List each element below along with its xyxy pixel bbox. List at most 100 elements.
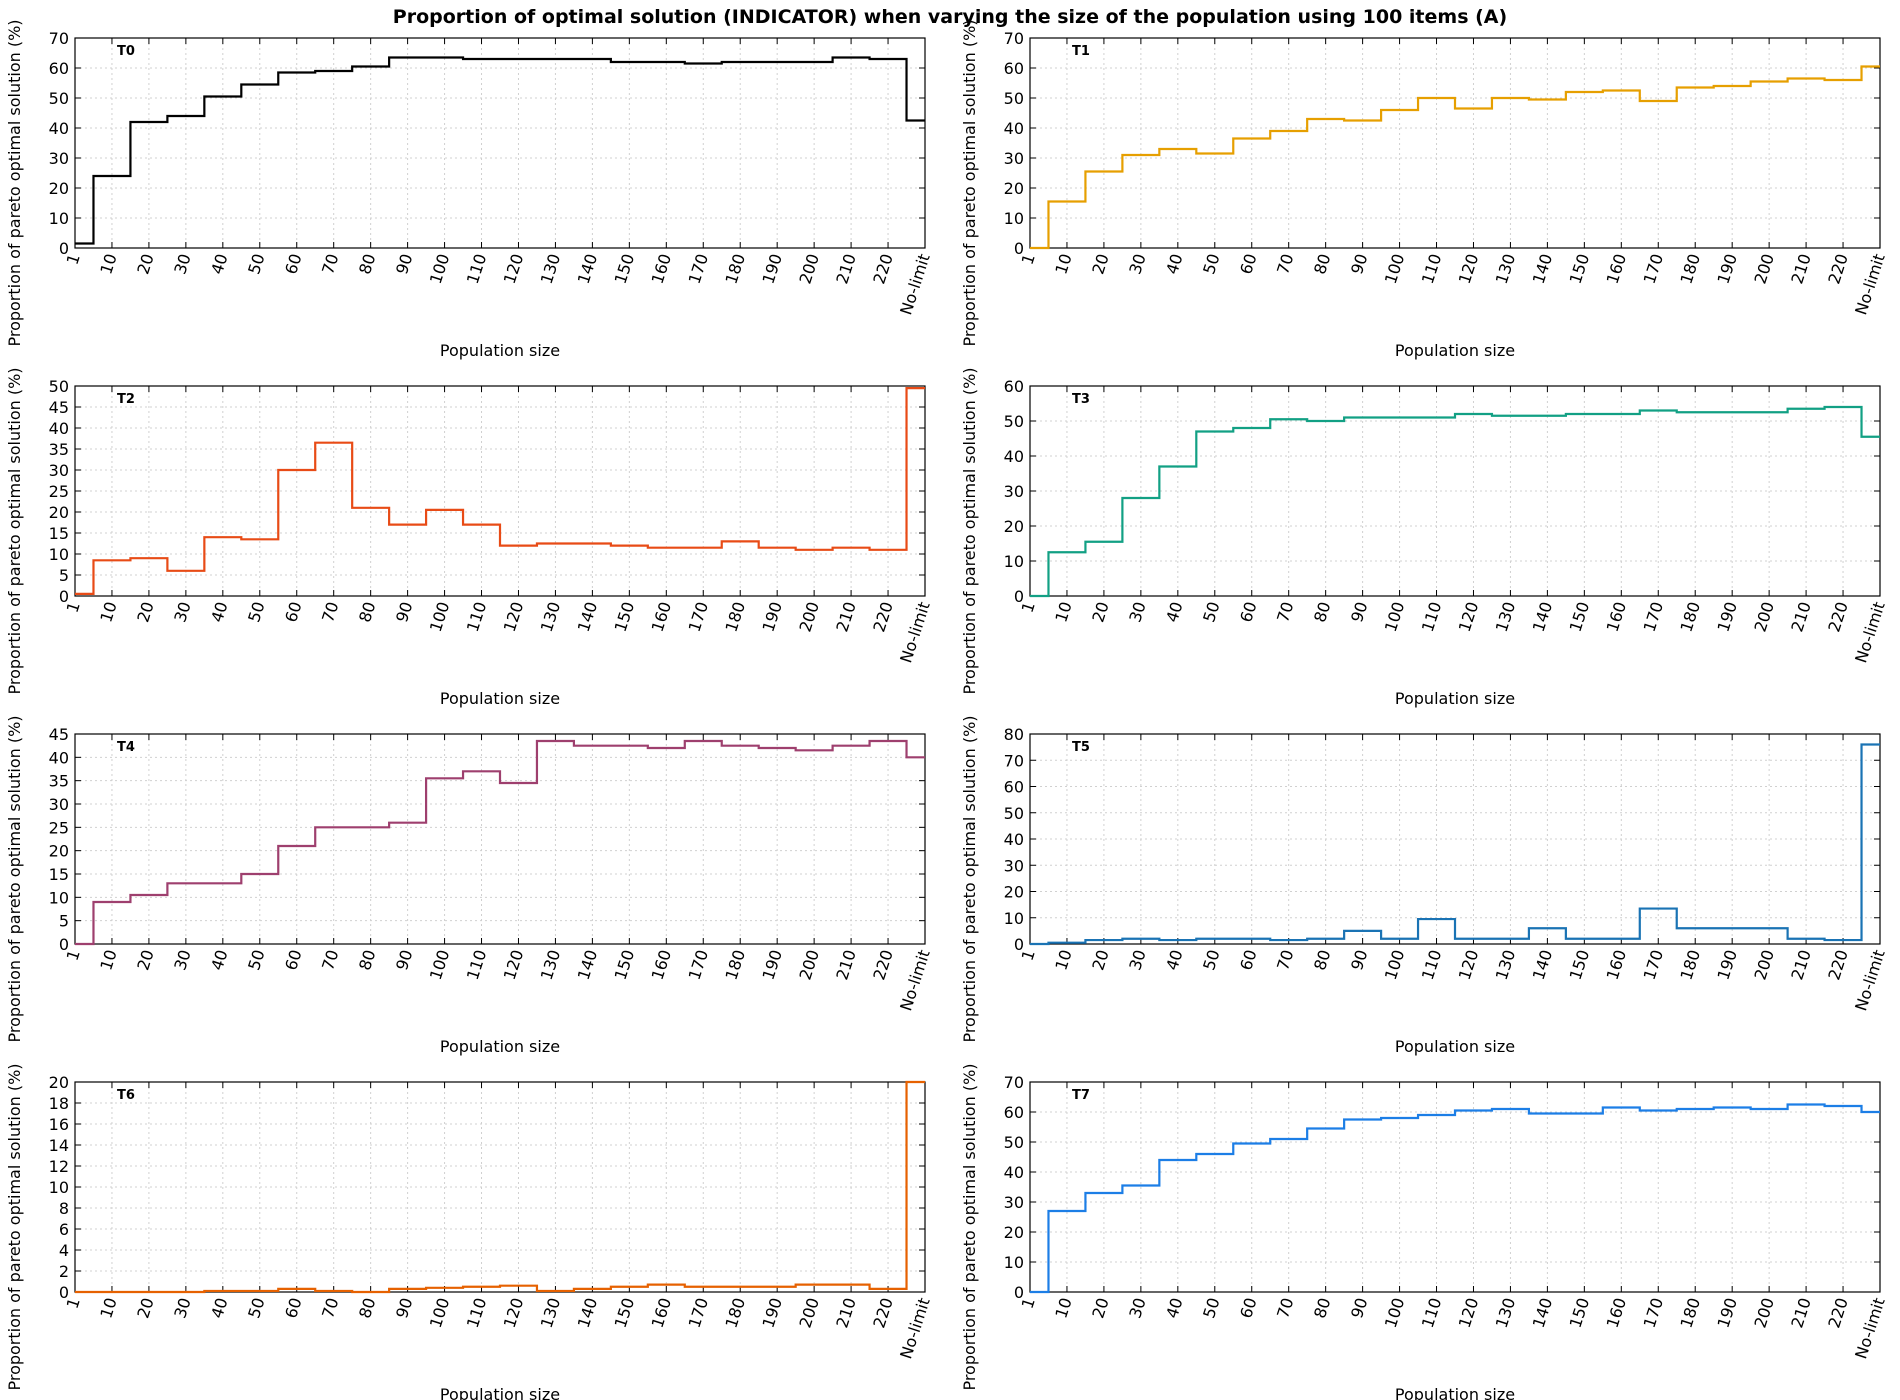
x-tick-label: 30: [1125, 1295, 1149, 1320]
y-tick-label: 10: [49, 888, 69, 907]
y-tick-label: 5: [59, 566, 69, 585]
x-tick-label: 160: [648, 599, 676, 634]
y-tick-label: 70: [1004, 1073, 1024, 1092]
x-tick-label: 110: [463, 947, 491, 982]
data-point: [295, 844, 299, 848]
data-point: [1730, 84, 1734, 88]
data-point: [443, 776, 447, 780]
y-tick-label: 60: [1004, 377, 1024, 396]
y-tick-label: 10: [1004, 1253, 1024, 1272]
x-tick-label: 40: [207, 947, 231, 972]
x-tick-label: 140: [574, 1295, 602, 1330]
data-point: [516, 57, 520, 61]
data-point: [553, 1289, 557, 1293]
data-point: [1471, 107, 1475, 111]
x-tick-label: 10: [1051, 599, 1075, 624]
y-tick-label: 50: [49, 89, 69, 108]
y-tick-label: 30: [1004, 149, 1024, 168]
data-point: [1508, 1107, 1512, 1111]
x-tick-label: 10: [96, 1295, 120, 1320]
y-tick-label: 10: [49, 545, 69, 564]
data-point: [664, 546, 668, 550]
data-point: [1508, 414, 1512, 418]
data-point: [443, 1286, 447, 1290]
data-point: [147, 556, 151, 560]
data-point: [1435, 1113, 1439, 1117]
x-tick-label: 20: [1088, 599, 1112, 624]
x-tick-label: 90: [1347, 947, 1371, 972]
data-point: [886, 57, 890, 61]
x-tick-label: 150: [1566, 947, 1594, 982]
x-tick-label: 150: [611, 251, 639, 286]
x-tick-label: 50: [1199, 251, 1223, 276]
x-tick-label: 70: [1273, 599, 1297, 624]
data-point: [738, 539, 742, 543]
data-point: [627, 1285, 631, 1289]
data-point: [147, 1290, 151, 1294]
data-point: [1361, 1118, 1365, 1122]
x-tick-label: 140: [574, 599, 602, 634]
x-axis-label: Population size: [1395, 341, 1515, 360]
y-tick-label: 10: [49, 209, 69, 228]
panel-label: T3: [1072, 392, 1090, 407]
x-tick-label: 20: [133, 599, 157, 624]
y-axis-label: Proportion of pareto optimal solution (%…: [960, 367, 979, 694]
data-point: [590, 57, 594, 61]
x-tick-label: 110: [1418, 947, 1446, 982]
data-point: [1065, 1209, 1069, 1213]
x-tick-label: 130: [1492, 251, 1520, 286]
data-point: [295, 468, 299, 472]
data-point: [1028, 594, 1032, 598]
x-tick-label: 100: [426, 599, 454, 634]
x-tick-label: 30: [1125, 947, 1149, 972]
y-tick-label: 50: [1004, 804, 1024, 823]
x-tick-label: 170: [685, 947, 713, 982]
data-point: [1065, 550, 1069, 554]
data-point: [849, 744, 853, 748]
x-tick-label: 190: [758, 947, 786, 982]
y-tick-label: 40: [49, 748, 69, 767]
x-tick-label: 40: [207, 1295, 231, 1320]
y-tick-label: 40: [49, 419, 69, 438]
data-point: [1250, 937, 1254, 941]
y-tick-label: 15: [49, 865, 69, 884]
y-tick-label: 15: [49, 524, 69, 543]
series-line: [75, 387, 925, 595]
x-tick-label: 50: [244, 947, 268, 972]
x-tick-label: 30: [170, 599, 194, 624]
x-tick-label: 80: [355, 599, 379, 624]
y-tick-label: 20: [1004, 883, 1024, 902]
x-tick-label: 200: [1750, 947, 1778, 982]
x-tick-label: 150: [1566, 251, 1594, 286]
data-point: [1139, 496, 1143, 500]
data-point: [1287, 417, 1291, 421]
data-point: [1176, 938, 1180, 942]
x-tick-label: 80: [1310, 1295, 1334, 1320]
y-tick-label: 40: [1004, 1163, 1024, 1182]
data-point: [1730, 410, 1734, 414]
x-tick-label: 20: [133, 1295, 157, 1320]
y-tick-label: 6: [59, 1220, 69, 1239]
x-tick-label: 1: [63, 1295, 84, 1311]
y-axis-label: Proportion of pareto optimal solution (%…: [5, 19, 24, 346]
x-tick-label: 190: [1713, 599, 1741, 634]
x-tick-label: 90: [392, 1295, 416, 1320]
x-tick-label: 10: [1051, 947, 1075, 972]
x-tick-label: 140: [1529, 599, 1557, 634]
data-point: [553, 739, 557, 743]
x-tick-label: 1: [63, 947, 84, 963]
data-point: [258, 872, 262, 876]
data-point: [480, 57, 484, 61]
series-line: [75, 1080, 925, 1294]
x-tick-label: 80: [1310, 251, 1334, 276]
data-point: [1028, 1290, 1032, 1294]
data-point: [1250, 137, 1254, 141]
x-tick-label: 10: [96, 947, 120, 972]
x-tick-label: 150: [611, 1295, 639, 1330]
y-tick-label: 14: [49, 1136, 69, 1155]
data-point: [1841, 78, 1845, 82]
data-point: [775, 60, 779, 64]
x-tick-label: 160: [648, 251, 676, 286]
data-point: [553, 542, 557, 546]
data-point: [406, 523, 410, 527]
